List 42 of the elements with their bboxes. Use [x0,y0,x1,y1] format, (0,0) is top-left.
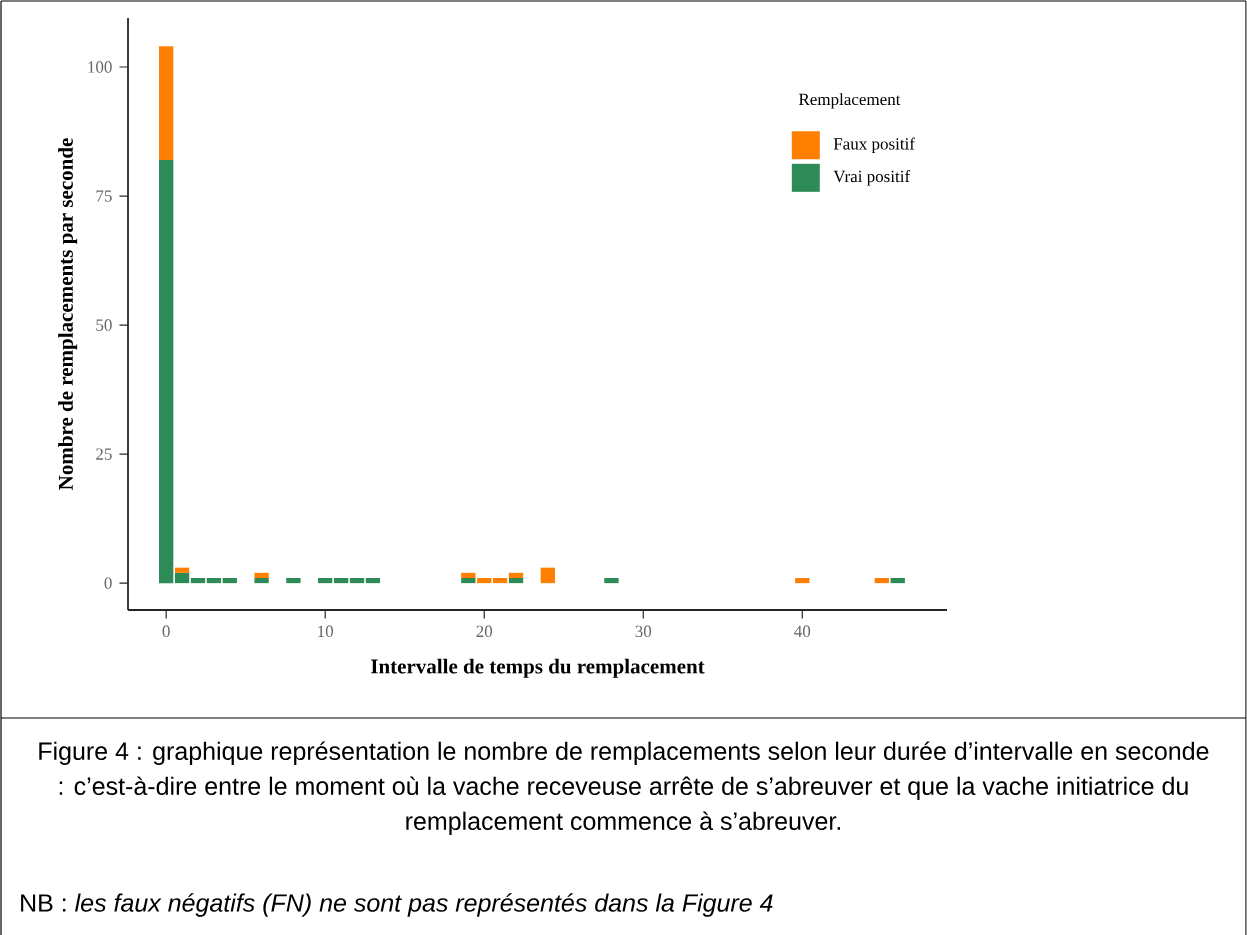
bar [540,567,555,584]
y-tick-label: 50 [96,319,112,331]
bar [492,577,508,584]
bar [477,577,492,584]
bar [254,577,269,584]
bar [365,577,381,584]
legend-title: Remplacement [798,93,901,109]
x-tick-label: 0 [162,625,170,638]
bar [508,572,524,578]
bar [222,577,237,584]
bar [349,577,365,584]
y-axis-title: Nombre de remplacements par seconde [58,138,78,490]
y-tick-label: 75 [96,190,112,202]
y-tick-label: 0 [104,577,112,589]
bar [461,572,476,578]
legend-label: Faux positif [833,137,915,154]
bar [159,46,174,160]
x-tick-label: 20 [476,625,493,638]
legend-label: Vrai positif [833,170,911,186]
bar [874,577,889,584]
bar [890,577,905,584]
bar [174,572,190,584]
bar [508,577,524,584]
text: NB : les faux négatifs (FN) ne sont pas représentés dans la Figure 4 [21,893,773,917]
bar [461,577,476,584]
bar [795,577,810,584]
bar [174,567,190,573]
x-tick-label: 10 [318,625,334,638]
x-tick-label: 30 [635,625,652,638]
y-tick-label: 25 [96,448,112,460]
bar [333,577,349,584]
caption: Figure 4 : graphique représentation le nombre de remplacements selon leur durée d’intervalle en seconde : c’est-à-dire entre le moment où la vache receveuse arrête de s’abreuver et que la vache initiatrice du remplacement commence à s’abreuver. [39,741,1209,835]
bar [286,577,301,584]
y-tick-label: 100 [88,61,112,73]
bar [318,577,333,584]
bar [190,577,206,584]
bar [604,577,619,584]
x-axis-title: Intervalle de temps du remplacement [371,658,705,678]
bar [254,572,269,578]
bar [159,159,174,584]
x-tick-label: 40 [794,625,811,638]
bar [206,577,222,584]
